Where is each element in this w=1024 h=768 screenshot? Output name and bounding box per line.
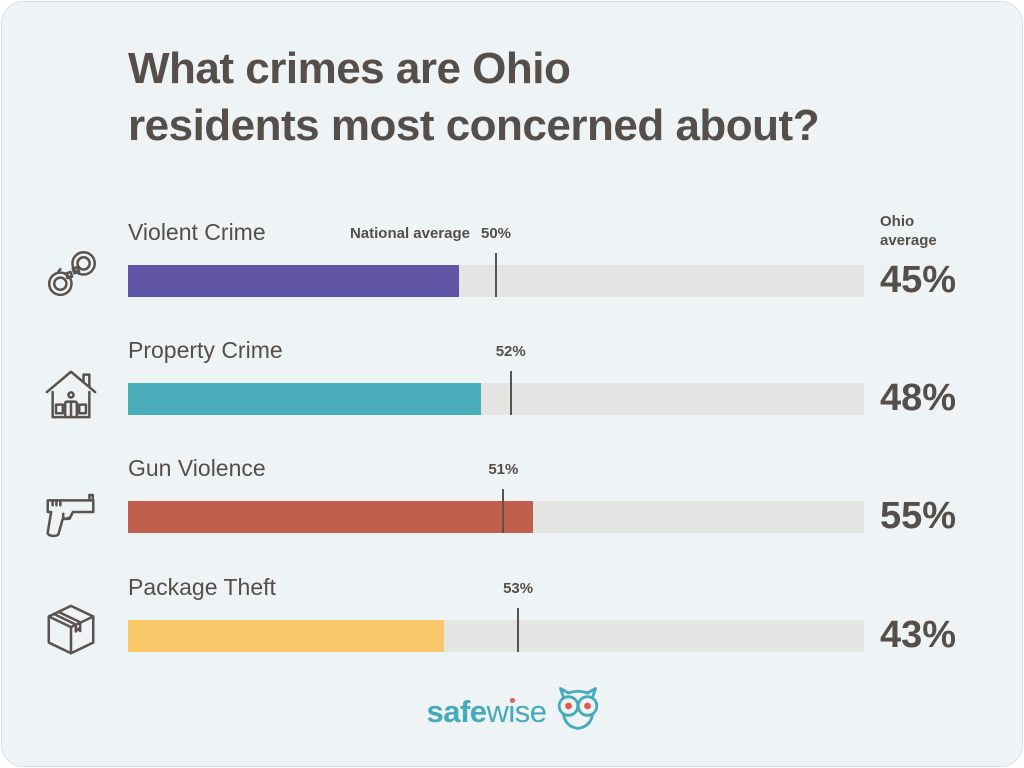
national-average-caption: National average [349, 225, 470, 242]
chart-row-property-crime: Property Crime 52% 48% [2, 335, 1024, 435]
category-label: Package Theft [128, 574, 276, 600]
wordmark-wise: wise [486, 694, 548, 729]
category-label: Violent Crime [128, 219, 266, 245]
safewise-logo: safewise [2, 687, 1024, 732]
safewise-wordmark: safewise [426, 694, 548, 730]
national-average-value: 53% [503, 580, 534, 597]
package-icon [36, 600, 106, 660]
national-average-value: 50% [480, 225, 512, 242]
bar-area: 51% [128, 461, 864, 533]
handcuffs-icon [36, 245, 106, 305]
bar-area: 53% [128, 580, 864, 652]
chart-row-gun-violence: Gun Violence 51% 55% [2, 453, 1024, 553]
ohio-average-value: 43% [880, 614, 957, 656]
bar-fill [128, 383, 482, 415]
gun-icon [36, 481, 106, 541]
ohio-average-column-header: Ohio average [880, 213, 937, 249]
chart-title: What crimes are Ohio residents most conc… [128, 40, 820, 154]
ohio-average-value: 55% [880, 495, 957, 537]
national-average-tick [517, 608, 520, 652]
bar-fill [128, 501, 533, 533]
national-average-tick [495, 253, 497, 297]
national-average-tick [509, 371, 512, 415]
category-label: Property Crime [128, 337, 283, 363]
chart-title-line2: residents most concerned about? [128, 101, 820, 150]
national-average-value: 52% [495, 343, 526, 360]
wordmark-safe: safe [426, 694, 487, 729]
national-average-tick [502, 489, 505, 533]
category-label: Gun Violence [128, 455, 266, 481]
chart-title-line1: What crimes are Ohio [128, 44, 571, 93]
owl-glasses-icon [557, 687, 598, 730]
ohio-average-value: 45% [880, 259, 957, 301]
bar-track [128, 501, 864, 533]
house-icon [36, 363, 106, 423]
bar-track [128, 383, 864, 415]
bar-track [128, 620, 864, 652]
ohio-average-value: 48% [880, 377, 957, 419]
chart-row-violent-crime: Violent Crime National average 50% 45% [2, 217, 1024, 317]
national-average-value: 51% [488, 461, 519, 478]
bar-area: National average 50% [128, 225, 864, 297]
bar-area: 52% [128, 343, 864, 415]
chart-row-package-theft: Package Theft 53% 43% [2, 572, 1024, 672]
bar-fill [128, 265, 460, 297]
bar-fill [128, 620, 445, 652]
